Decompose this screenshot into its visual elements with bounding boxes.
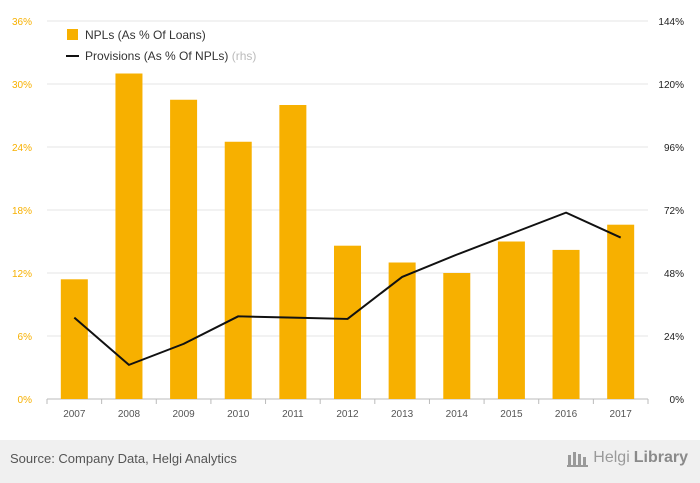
bar (279, 105, 307, 399)
bar (334, 245, 361, 399)
y-left-tick-label: 36% (12, 17, 32, 28)
x-tick-label: 2012 (336, 409, 359, 420)
bar (60, 279, 88, 399)
y-left-tick-label: 18% (12, 206, 32, 217)
brand-name-bold: Library (633, 449, 688, 466)
x-tick-label: 2009 (172, 409, 195, 420)
x-tick-label: 2010 (227, 409, 250, 420)
legend-label-npls: NPLs (As % Of Loans) (85, 28, 206, 42)
y-right-tick-label: 72% (664, 206, 684, 217)
y-left-tick-label: 0% (18, 395, 33, 406)
x-tick-label: 2007 (63, 409, 86, 420)
source-text: Source: Company Data, Helgi Analytics (10, 451, 237, 466)
y-right-tick-label: 120% (658, 80, 684, 91)
y-right-tick-label: 48% (664, 269, 684, 280)
bar (115, 73, 143, 399)
brand-name-light: Helgi (593, 449, 630, 466)
y-left-tick-label: 6% (18, 332, 33, 343)
y-left-tick-label: 24% (12, 143, 32, 154)
y-right-tick-label: 0% (670, 395, 685, 406)
x-tick-label: 2016 (555, 409, 578, 420)
y-right-tick-label: 24% (664, 332, 684, 343)
bar (388, 262, 416, 399)
y-right-tick-label: 96% (664, 143, 684, 154)
bar (170, 99, 198, 399)
y-right-tick-label: 144% (658, 17, 684, 28)
brand-logo: Helgi Library (567, 449, 688, 467)
x-tick-label: 2008 (118, 409, 141, 420)
bar (552, 249, 580, 399)
x-tick-label: 2014 (446, 409, 469, 420)
x-tick-label: 2013 (391, 409, 414, 420)
bar (607, 224, 635, 399)
bar (443, 273, 471, 399)
x-tick-label: 2011 (282, 409, 304, 420)
y-left-tick-label: 12% (12, 269, 32, 280)
combo-chart: 0% 6% 12% 18% 24% 30% 36% 0% 24% 48% 72% 96% 120% 144… (12, 17, 685, 420)
legend-label-provisions: Provisions (As % Of NPLs) (rhs) (85, 49, 256, 63)
footer: Source: Company Data, Helgi Analytics He… (0, 440, 700, 483)
y-left-tick-label: 30% (12, 80, 32, 91)
x-tick-label: 2017 (610, 409, 633, 420)
legend-swatch-npls (67, 29, 78, 40)
x-tick-label: 2015 (500, 409, 523, 420)
bar (224, 141, 252, 399)
library-icon (567, 452, 589, 467)
chart-area: 0% 6% 12% 18% 24% 30% 36% 0% 24% 48% 72% 96% 120% 144… (12, 17, 685, 420)
legend-rhs-suffix: (rhs) (232, 49, 257, 63)
bar (497, 241, 525, 399)
